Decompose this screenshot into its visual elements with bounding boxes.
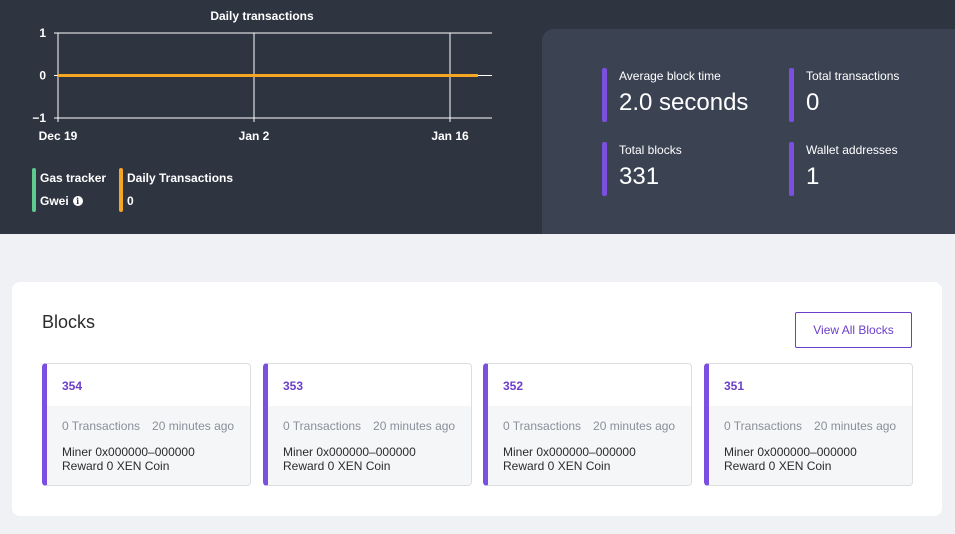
stat-label: Total transactions <box>806 69 900 83</box>
stat-average-block-time: Average block time 2.0 seconds <box>602 68 748 124</box>
stat-total-transactions: Total transactions 0 <box>789 68 899 124</box>
block-miner: Miner 0x000000–000000 <box>724 445 857 459</box>
block-miner: Miner 0x000000–000000 <box>62 445 195 459</box>
legend-gas-tracker: Gas tracker Gwei i <box>32 168 106 212</box>
legend-gas-value: Gwei i <box>40 194 106 208</box>
gas-unit: Gwei <box>40 194 69 208</box>
block-tx-count: 0 Transactions <box>503 419 582 433</box>
legend-daily-bar <box>119 168 123 212</box>
stat-value: 331 <box>619 163 660 190</box>
block-number-link[interactable]: 353 <box>283 379 304 393</box>
block-miner: Miner 0x000000–000000 <box>283 445 416 459</box>
block-tile[interactable]: 353 0 Transactions 20 minutes ago Miner 0… <box>263 363 472 486</box>
stat-label: Total blocks <box>619 143 682 157</box>
chart-title: Daily transactions <box>210 9 314 23</box>
x-tick-label: Jan 2 <box>239 129 270 143</box>
legend-daily-label: Daily Transactions <box>127 171 234 185</box>
legend-gas-bar <box>32 168 36 212</box>
y-tick-label: 1 <box>39 26 46 40</box>
blocks-card: Blocks View All Blocks 354 0 Transaction… <box>12 282 942 516</box>
block-reward: Reward 0 XEN Coin <box>62 459 170 473</box>
view-all-blocks-button[interactable]: View All Blocks <box>795 312 912 348</box>
block-miner: Miner 0x000000–000000 <box>503 445 636 459</box>
x-tick-label: Dec 19 <box>39 129 78 143</box>
block-number-link[interactable]: 351 <box>724 379 745 393</box>
stat-total-blocks: Total blocks 331 <box>602 142 682 198</box>
x-tick-label: Jan 16 <box>431 129 469 143</box>
block-reward: Reward 0 XEN Coin <box>503 459 611 473</box>
stat-value: 2.0 seconds <box>619 89 749 116</box>
stat-value: 0 <box>806 89 820 116</box>
block-age: 20 minutes ago <box>814 419 897 433</box>
stat-wallet-addresses: Wallet addresses 1 <box>789 142 898 198</box>
block-number-link[interactable]: 354 <box>62 379 83 393</box>
block-number-link[interactable]: 352 <box>503 379 524 393</box>
block-age: 20 minutes ago <box>373 419 456 433</box>
block-age: 20 minutes ago <box>152 419 235 433</box>
stats-header: Daily transactions 1 0 −1 Dec 19 Jan 2 Jan 1… <box>0 0 955 234</box>
y-tick-label: −1 <box>32 111 46 125</box>
block-tile[interactable]: 354 0 Transactions 20 minutes ago Miner 0… <box>42 363 251 486</box>
stat-value: 1 <box>806 163 820 190</box>
y-tick-label: 0 <box>39 69 46 83</box>
stats-panel: Average block time 2.0 seconds Total tra… <box>542 29 955 234</box>
legend-daily-transactions: Daily Transactions 0 <box>119 168 233 212</box>
info-icon[interactable]: i <box>72 196 83 206</box>
daily-transactions-chart: 1 0 −1 Dec 19 Jan 2 Jan 16 <box>32 26 492 143</box>
block-reward: Reward 0 XEN Coin <box>283 459 391 473</box>
stat-label: Wallet addresses <box>806 143 898 157</box>
block-tx-count: 0 Transactions <box>724 419 803 433</box>
legend-daily-value: 0 <box>127 194 134 208</box>
block-tx-count: 0 Transactions <box>283 419 362 433</box>
block-tx-count: 0 Transactions <box>62 419 141 433</box>
blocks-title: Blocks <box>42 312 96 332</box>
block-tile[interactable]: 352 0 Transactions 20 minutes ago Miner 0… <box>483 363 692 486</box>
block-age: 20 minutes ago <box>593 419 676 433</box>
stat-label: Average block time <box>619 69 721 83</box>
block-tile[interactable]: 351 0 Transactions 20 minutes ago Miner 0… <box>704 363 913 486</box>
legend-gas-label: Gas tracker <box>40 171 107 185</box>
block-reward: Reward 0 XEN Coin <box>724 459 832 473</box>
